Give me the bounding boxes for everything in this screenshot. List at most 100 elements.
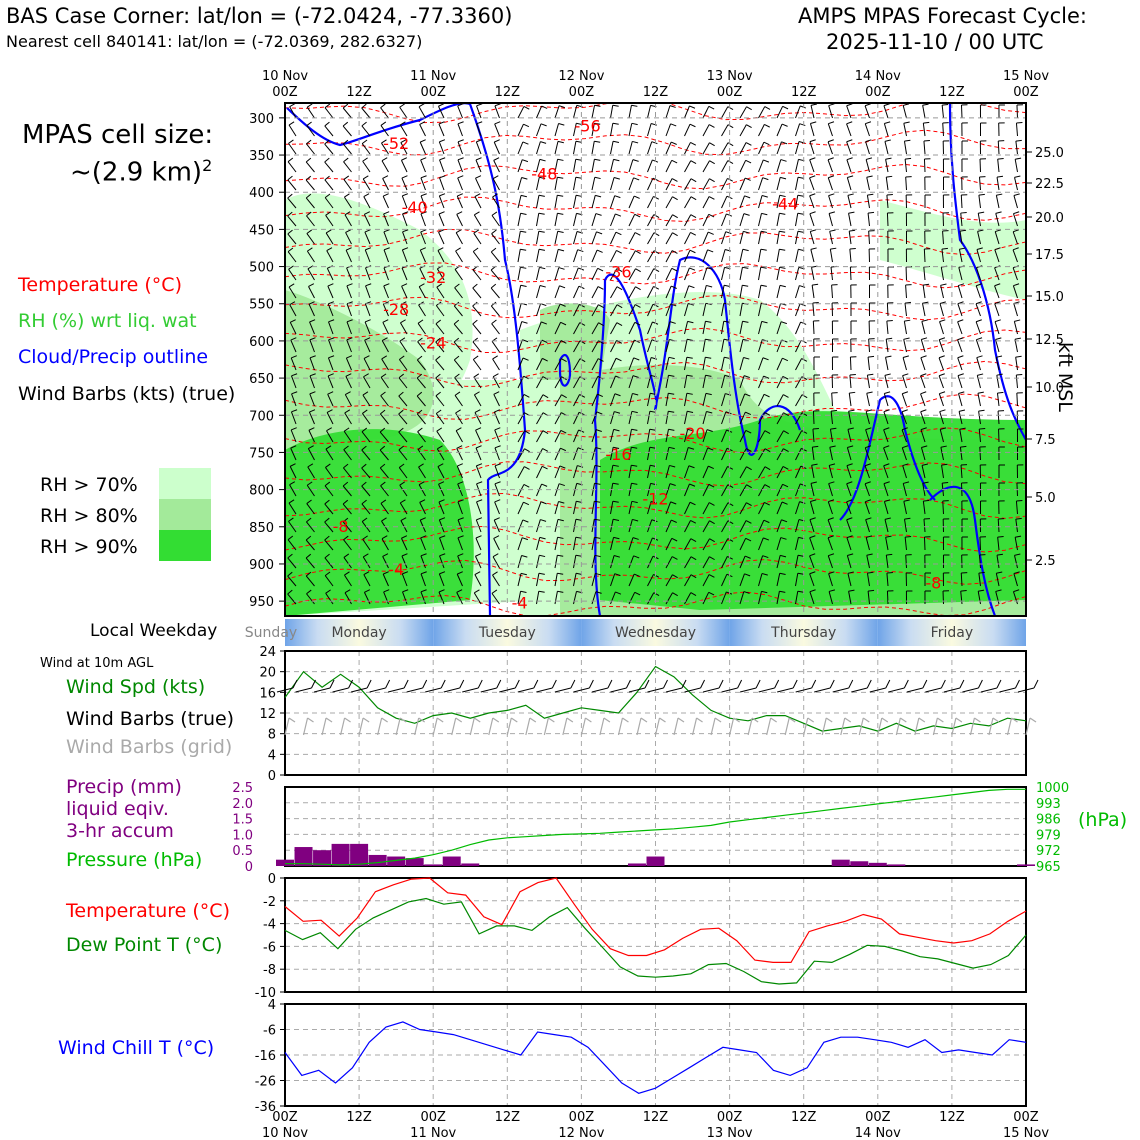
pressure-tick-label: 300 <box>249 112 274 127</box>
isotherm-line <box>285 103 1026 124</box>
wind-barb <box>308 286 315 299</box>
wind-barb-flag <box>958 409 966 412</box>
wind-barb-flag <box>558 483 565 487</box>
wind-barb <box>938 375 944 389</box>
wind-barb-flag <box>849 391 856 394</box>
wind-barb <box>554 213 558 227</box>
wind-barb-flag <box>420 211 427 215</box>
wind-barb-flag <box>306 499 312 504</box>
wind-barb <box>475 178 482 191</box>
wind-barb-flag <box>653 286 660 290</box>
wind-barb-flag <box>381 535 388 540</box>
wind-barb <box>381 340 389 353</box>
wind-barb-flag <box>978 571 985 574</box>
kft-tick-label: 5.0 <box>1035 491 1056 506</box>
wind-barb-flag <box>672 574 678 579</box>
wind-barb <box>1015 375 1018 389</box>
wind-barb <box>628 250 636 263</box>
wind-barb <box>610 573 616 587</box>
legend-temperature: Temperature (°C) <box>18 274 182 296</box>
wind-barb <box>326 430 334 443</box>
wind-barb <box>957 357 963 371</box>
wind-barb-flag <box>328 337 335 341</box>
wind-barb-flag <box>848 589 855 592</box>
wind-barb-flag <box>342 517 349 523</box>
wind-barb-grid-flag <box>381 717 388 723</box>
wind-barb-flag <box>958 283 965 287</box>
wind-barb-flag <box>379 445 386 451</box>
wind-barb <box>978 195 981 209</box>
wind-barb-flag <box>864 463 871 467</box>
wind-barb <box>610 177 615 191</box>
wind-barb <box>665 447 670 461</box>
wind-barb-flag <box>743 375 750 379</box>
wind-barb <box>325 232 334 245</box>
rh80-label: RH > 80% <box>40 505 138 527</box>
wind-barb <box>960 194 963 209</box>
wind-barb <box>517 484 525 497</box>
wind-barb-flag <box>827 139 834 143</box>
wind-barb-grid <box>747 717 753 736</box>
wind-barb <box>721 556 728 569</box>
wind-barb <box>309 339 315 353</box>
wind-barb-flag <box>866 553 873 556</box>
wind-barb-flag <box>828 193 835 197</box>
wind-barb-flag <box>579 303 585 308</box>
wind-barb <box>419 519 426 533</box>
wind-barb <box>364 303 371 317</box>
wind-barb <box>885 159 889 173</box>
wind-barb-flag <box>382 319 389 323</box>
wind-barb <box>1012 231 1018 245</box>
weekday-band <box>581 619 730 646</box>
wind-barb-flag <box>846 157 853 161</box>
wind-barb <box>573 231 578 245</box>
wind-barb-flag <box>884 391 891 395</box>
wind-barb <box>472 359 482 371</box>
wind-barb <box>573 267 579 281</box>
wind-barb <box>591 195 596 209</box>
wind-barb <box>419 141 426 155</box>
wind-barb <box>831 392 833 407</box>
wind-barb-true <box>777 687 794 693</box>
wind-barb <box>517 537 523 551</box>
wind-barb <box>346 285 352 299</box>
wind-barb <box>902 105 907 119</box>
wind-barb <box>456 214 463 227</box>
wind-barb-flag <box>705 356 712 359</box>
wind-barb <box>453 323 463 335</box>
wind-barb-true-flag <box>996 679 1002 689</box>
wind-barb-flag <box>742 248 749 252</box>
wind-barb <box>795 519 800 533</box>
wind-barb-flag <box>494 121 501 125</box>
wind-barb <box>327 285 334 299</box>
top-date-label: 11 Nov <box>410 69 456 84</box>
wind-barb-flag <box>416 373 423 379</box>
wind-barb-flag <box>706 429 713 432</box>
wind-barb <box>554 519 559 533</box>
wind-barb-flag <box>557 140 564 144</box>
wind-barb-true <box>943 687 961 693</box>
wind-barb-flag <box>725 411 732 415</box>
wind-barb <box>398 431 408 443</box>
wind-barb <box>610 447 614 461</box>
wind-barb <box>517 466 525 479</box>
wind-barb-flag <box>362 391 369 396</box>
wind-barb-flag <box>287 571 293 577</box>
wind-barb <box>665 123 672 137</box>
wind-barb <box>702 592 710 605</box>
wind-barb-flag <box>764 466 771 471</box>
wind-barb <box>864 123 870 137</box>
bottom-hour-label: 00Z <box>569 1110 595 1125</box>
wind-barb <box>866 393 870 407</box>
wind-barb-flag <box>706 267 713 270</box>
wind-barb-flag <box>398 409 404 415</box>
wind-barb <box>939 303 944 317</box>
wind-barb <box>721 303 725 317</box>
wind-barb-flag <box>902 373 909 377</box>
wind-barb-flag <box>594 176 601 180</box>
wind-barb-flag <box>343 445 349 450</box>
wind-barb-true-flag <box>922 679 928 689</box>
wind-barb <box>885 177 889 191</box>
wind-barb-grid-flag <box>603 717 611 723</box>
wind-barb-flag <box>977 391 984 394</box>
